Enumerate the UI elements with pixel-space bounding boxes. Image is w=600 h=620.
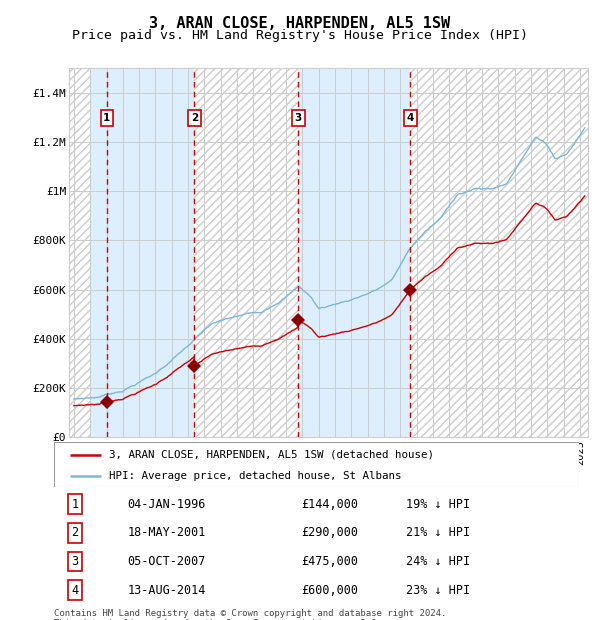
Text: 1: 1 <box>103 113 110 123</box>
Text: 2: 2 <box>71 526 79 539</box>
Bar <box>91 68 194 437</box>
Text: £475,000: £475,000 <box>301 555 358 568</box>
Bar <box>194 68 298 437</box>
Text: £600,000: £600,000 <box>301 583 358 596</box>
Text: 18-MAY-2001: 18-MAY-2001 <box>128 526 206 539</box>
Bar <box>69 68 91 437</box>
Text: 4: 4 <box>71 583 79 596</box>
Text: £290,000: £290,000 <box>301 526 358 539</box>
Bar <box>410 68 588 437</box>
Text: 3: 3 <box>71 555 79 568</box>
Text: 23% ↓ HPI: 23% ↓ HPI <box>406 583 470 596</box>
Text: £144,000: £144,000 <box>301 498 358 511</box>
Text: 3: 3 <box>295 113 302 123</box>
Text: 05-OCT-2007: 05-OCT-2007 <box>128 555 206 568</box>
Text: 21% ↓ HPI: 21% ↓ HPI <box>406 526 470 539</box>
Text: 4: 4 <box>407 113 414 123</box>
Text: HPI: Average price, detached house, St Albans: HPI: Average price, detached house, St A… <box>109 471 401 480</box>
Text: 13-AUG-2014: 13-AUG-2014 <box>128 583 206 596</box>
Text: 24% ↓ HPI: 24% ↓ HPI <box>406 555 470 568</box>
Text: 1: 1 <box>71 498 79 511</box>
Text: Price paid vs. HM Land Registry's House Price Index (HPI): Price paid vs. HM Land Registry's House … <box>72 29 528 42</box>
Text: 3, ARAN CLOSE, HARPENDEN, AL5 1SW (detached house): 3, ARAN CLOSE, HARPENDEN, AL5 1SW (detac… <box>109 450 434 459</box>
Text: 3, ARAN CLOSE, HARPENDEN, AL5 1SW: 3, ARAN CLOSE, HARPENDEN, AL5 1SW <box>149 16 451 30</box>
Text: 19% ↓ HPI: 19% ↓ HPI <box>406 498 470 511</box>
Text: 2: 2 <box>191 113 198 123</box>
Text: Contains HM Land Registry data © Crown copyright and database right 2024.
This d: Contains HM Land Registry data © Crown c… <box>54 609 446 620</box>
Bar <box>298 68 410 437</box>
Text: 04-JAN-1996: 04-JAN-1996 <box>128 498 206 511</box>
